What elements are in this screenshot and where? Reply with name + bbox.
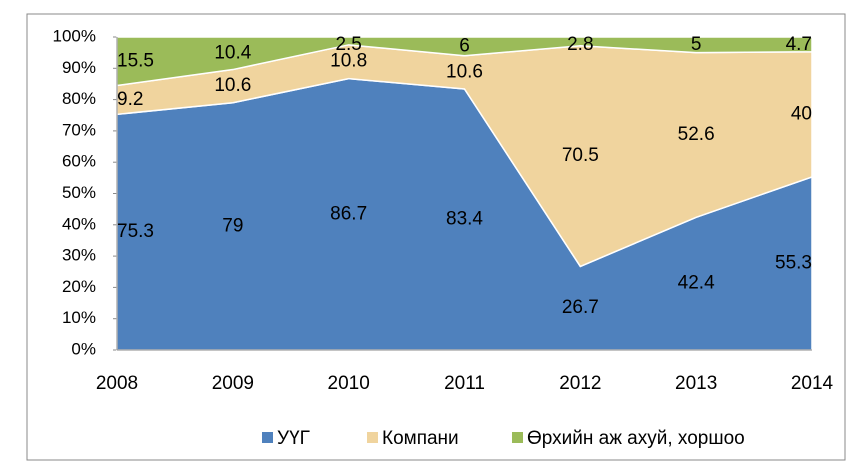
y-tick-label: 30% xyxy=(62,246,96,265)
data-label: 2.5 xyxy=(335,34,361,55)
legend-swatch xyxy=(262,432,273,443)
data-label: 70.5 xyxy=(562,145,599,166)
legend-label: Компани xyxy=(382,428,459,449)
data-label: 83.4 xyxy=(446,208,483,229)
data-label: 75.3 xyxy=(117,221,154,242)
x-tick-label: 2009 xyxy=(212,373,254,394)
y-tick-label: 80% xyxy=(62,89,96,108)
data-label: 9.2 xyxy=(117,89,143,110)
y-tick-label: 60% xyxy=(62,152,96,171)
data-label: 5 xyxy=(691,34,702,55)
y-tick-label: 50% xyxy=(62,183,96,202)
legend-swatch xyxy=(512,432,523,443)
data-label: 79 xyxy=(222,215,243,236)
y-tick-label: 40% xyxy=(62,214,96,233)
data-label: 40 xyxy=(791,103,812,124)
data-label: 10.6 xyxy=(446,61,483,82)
data-label: 10.8 xyxy=(330,51,367,72)
data-label: 10.6 xyxy=(214,75,251,96)
y-tick-label: 70% xyxy=(62,120,96,139)
data-label: 6 xyxy=(459,35,470,56)
data-label: 10.4 xyxy=(214,42,251,63)
x-tick-label: 2013 xyxy=(675,373,717,394)
legend-label: УҮГ xyxy=(277,428,310,449)
y-tick-label: 20% xyxy=(62,277,96,296)
y-tick-label: 0% xyxy=(71,339,96,358)
x-tick-label: 2008 xyxy=(96,373,138,394)
legend-label: Өрхийн аж ахуй, хоршоо xyxy=(527,428,745,449)
data-label: 15.5 xyxy=(117,50,154,71)
data-label: 2.8 xyxy=(567,34,593,55)
area xyxy=(116,36,813,87)
y-tick-label: 10% xyxy=(62,308,96,327)
y-tick-label: 100% xyxy=(53,26,96,45)
data-label: 52.6 xyxy=(678,124,715,145)
legend-swatch xyxy=(367,432,378,443)
data-label: 4.7 xyxy=(786,34,812,55)
data-label: 55.3 xyxy=(775,252,812,273)
x-tick-label: 2010 xyxy=(328,373,370,394)
x-tick-label: 2014 xyxy=(791,373,834,394)
x-tick-label: 2012 xyxy=(559,373,601,394)
data-label: 26.7 xyxy=(562,297,599,318)
data-label: 86.7 xyxy=(330,203,367,224)
y-tick-label: 90% xyxy=(62,58,96,77)
x-tick-label: 2011 xyxy=(444,373,485,394)
data-label: 42.4 xyxy=(678,273,715,294)
